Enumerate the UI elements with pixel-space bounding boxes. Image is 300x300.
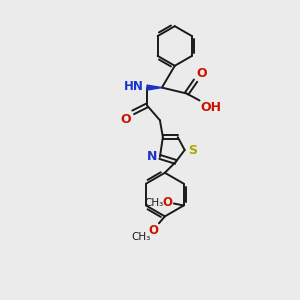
Text: CH₃: CH₃ [132,232,151,242]
Polygon shape [147,85,162,90]
Text: S: S [188,143,196,157]
Text: O: O [163,196,173,209]
Text: N: N [147,150,157,164]
Text: CH₃: CH₃ [145,197,164,208]
Text: O: O [121,113,131,126]
Text: O: O [148,224,158,237]
Text: OH: OH [200,101,221,115]
Text: HN: HN [124,80,144,93]
Text: O: O [196,67,207,80]
